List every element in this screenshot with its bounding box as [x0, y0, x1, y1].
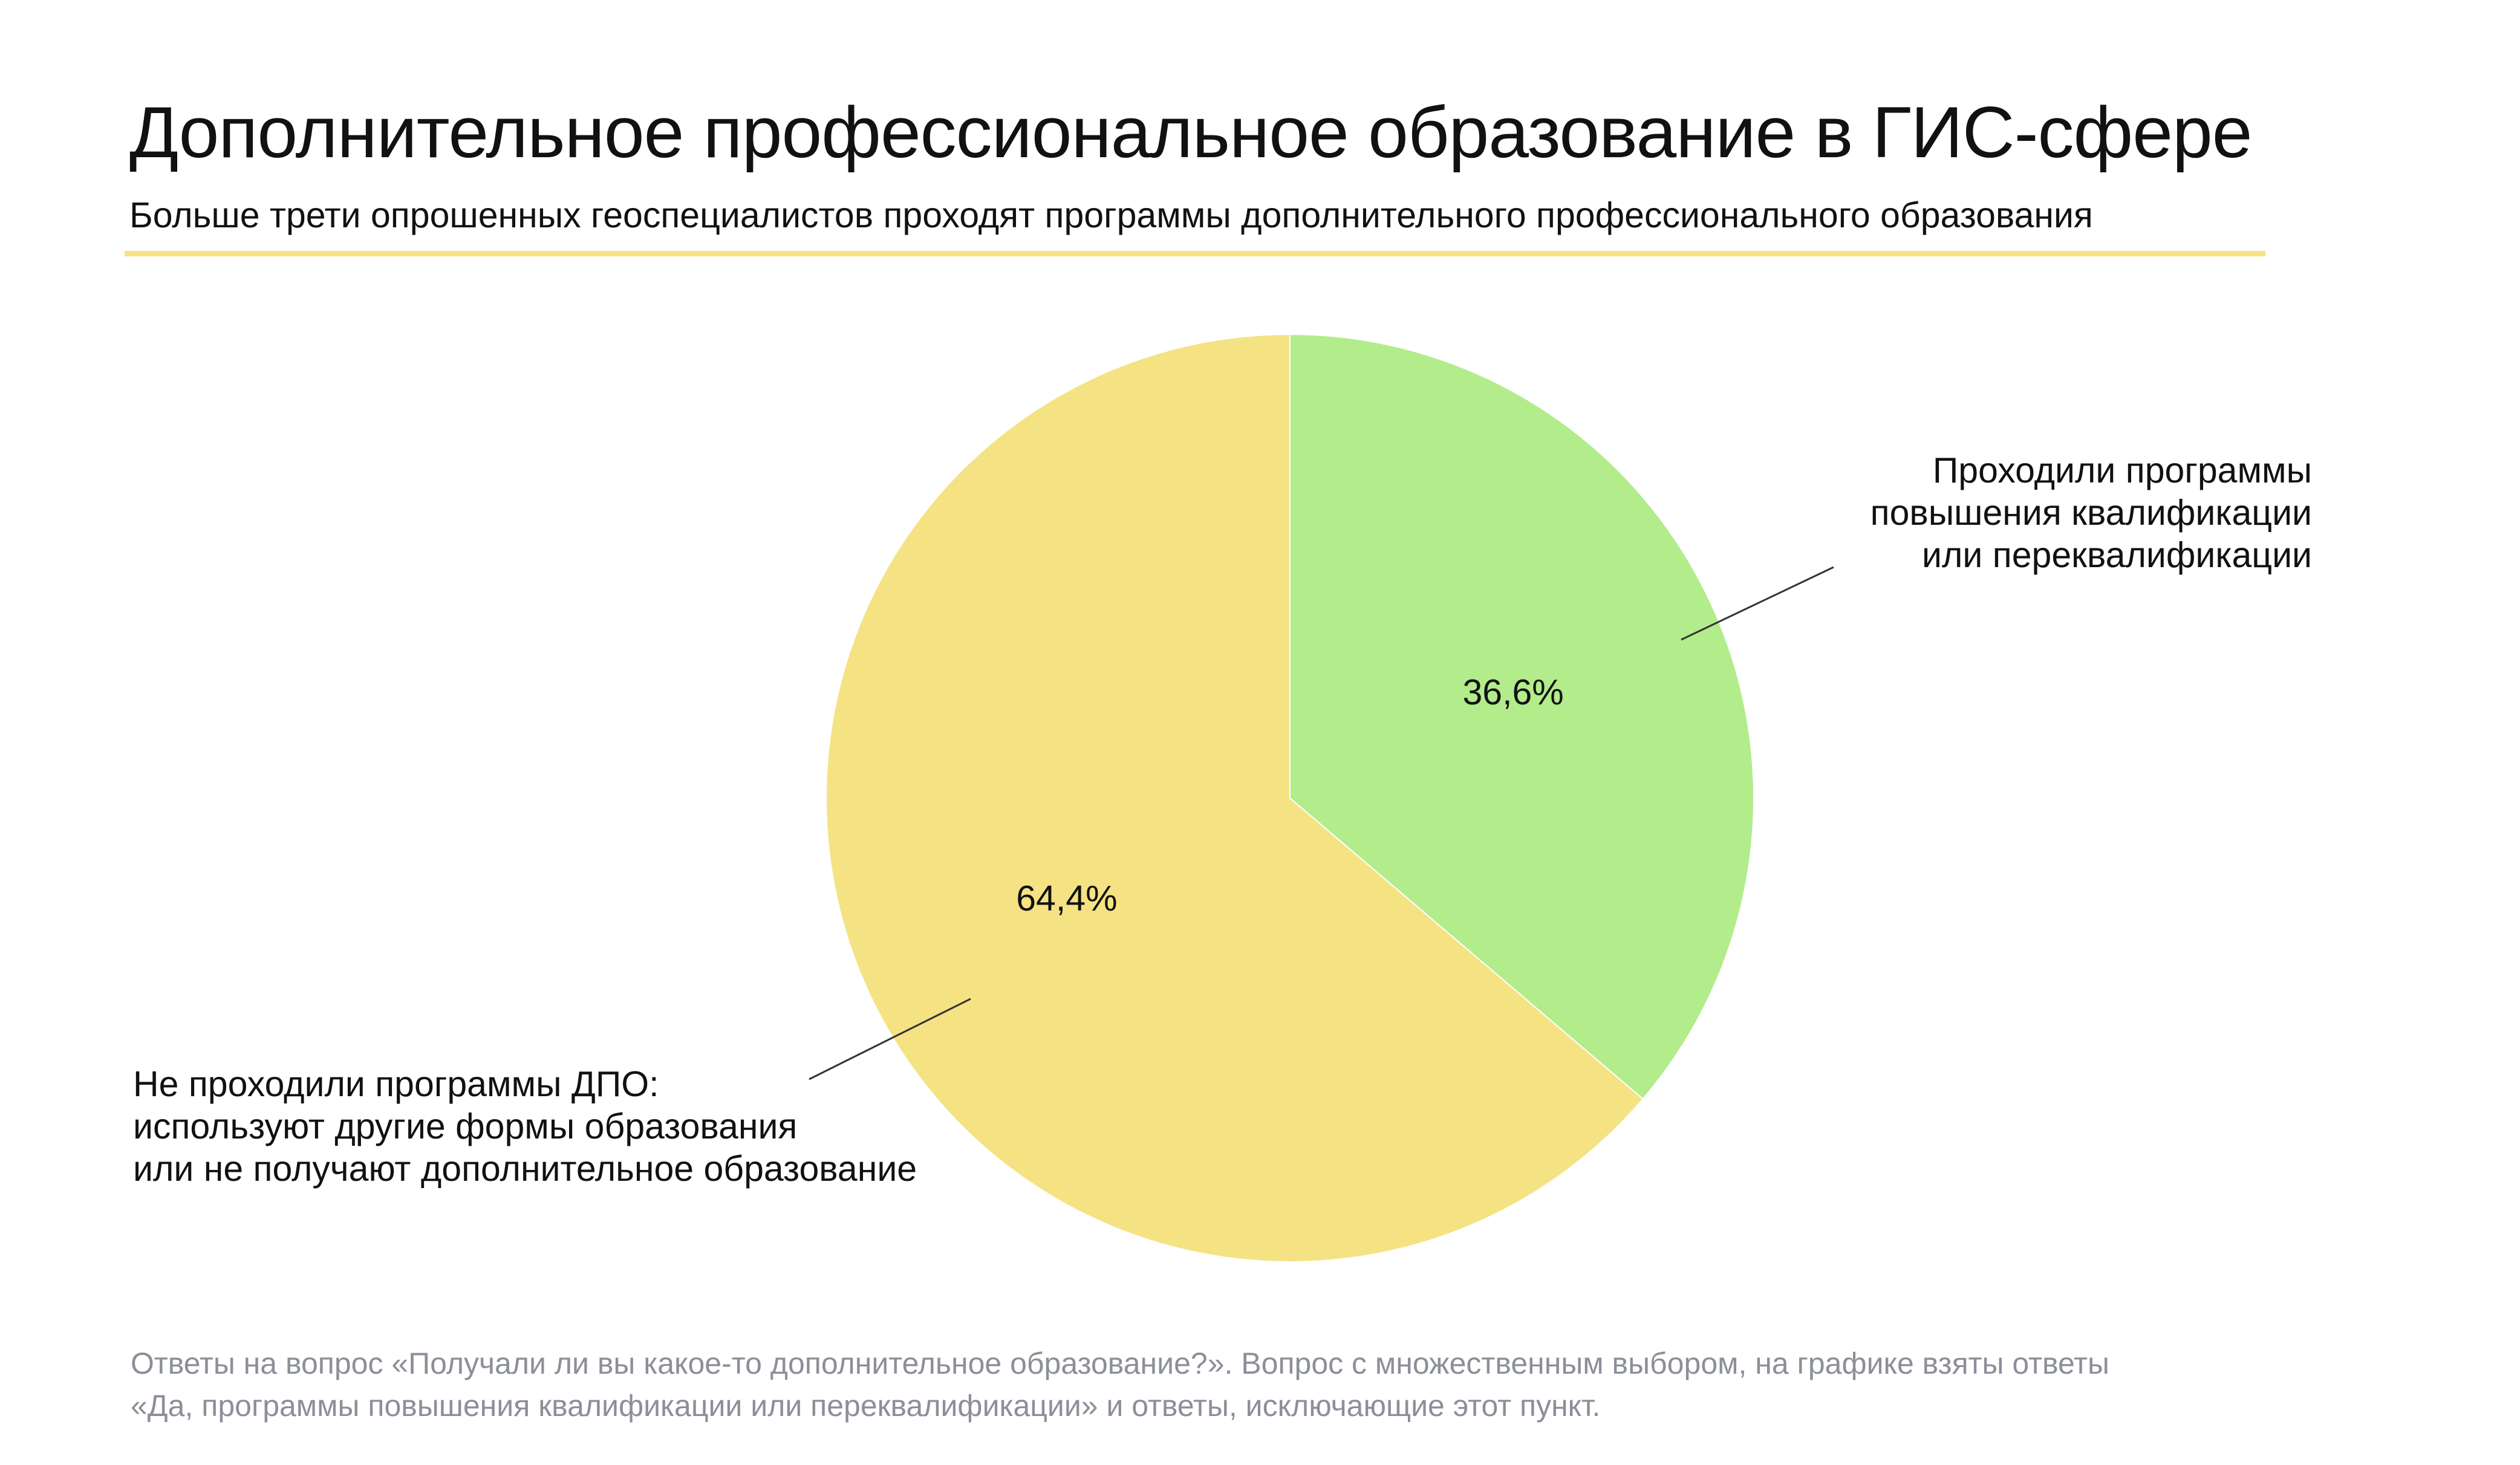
chart-subtitle: Больше трети опрошенных геоспециалистов …: [129, 195, 2093, 235]
slice-label-line: используют другие формы образования: [133, 1106, 798, 1146]
leader-line: [809, 998, 971, 1080]
slice-label-not-trained: Не проходили программы ДПО: используют д…: [133, 1063, 917, 1190]
footnote: Ответы на вопрос «Получали ли вы какое-т…: [131, 1342, 2109, 1427]
value-labels: 36,6% 64,4%: [1016, 672, 1564, 918]
title-underline: [125, 251, 2265, 256]
slice-label-trained: Проходили программы повышения квалификац…: [1870, 449, 2312, 576]
footnote-line: Ответы на вопрос «Получали ли вы какое-т…: [131, 1346, 2109, 1380]
slice-value-label: 36,6%: [1462, 672, 1563, 712]
pie-slice: [825, 333, 1644, 1262]
slice-label-line: или не получают дополнительное образован…: [133, 1149, 917, 1189]
slice-label-line: Не проходили программы ДПО:: [133, 1064, 659, 1104]
footnote-line: «Да, программы повышения квалификации ил…: [131, 1389, 1601, 1423]
slice-value-label: 64,4%: [1016, 879, 1117, 918]
pie-slice: [1289, 333, 1754, 1100]
leader-line: [1681, 566, 1834, 641]
slice-label-line: Проходили программы: [1932, 450, 2312, 490]
chart-title: Дополнительное профессиональное образова…: [129, 92, 2252, 173]
leader-lines: [809, 566, 1834, 1080]
pie-slices: [825, 333, 1754, 1262]
slice-label-line: или переквалификации: [1922, 535, 2312, 575]
slice-label-line: повышения квалификации: [1870, 493, 2312, 533]
